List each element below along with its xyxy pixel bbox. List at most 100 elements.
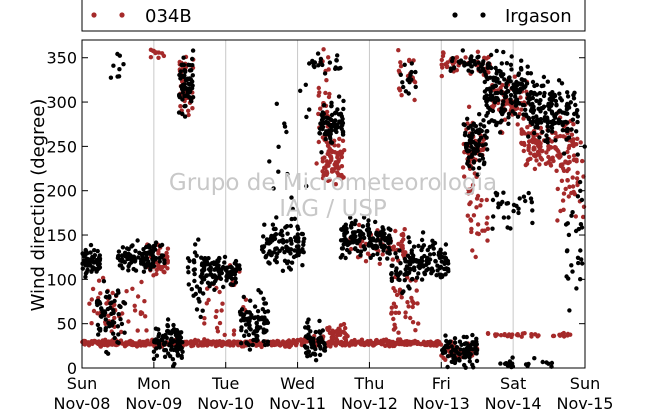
- point-irgason: [192, 271, 197, 277]
- point-irgason: [289, 195, 294, 200]
- point-irgason: [560, 122, 565, 128]
- point-irgason: [156, 327, 161, 332]
- point-irgason: [307, 107, 312, 112]
- point-irgason: [457, 358, 462, 363]
- point-irgason: [126, 268, 131, 273]
- point-irgason: [147, 249, 152, 255]
- point-irgason: [438, 264, 444, 270]
- point-irgason: [197, 289, 203, 294]
- point-irgason: [525, 71, 530, 76]
- point-irgason: [283, 225, 288, 230]
- point-irgason: [519, 58, 524, 63]
- point-034b: [416, 321, 421, 326]
- point-irgason: [329, 128, 334, 133]
- point-irgason: [310, 60, 315, 65]
- point-irgason: [471, 59, 476, 64]
- point-034b: [526, 147, 531, 153]
- point-irgason: [171, 322, 176, 328]
- point-irgason: [206, 256, 211, 261]
- point-irgason: [196, 296, 201, 302]
- point-irgason: [165, 324, 171, 329]
- point-irgason: [248, 298, 253, 303]
- point-irgason: [556, 119, 561, 124]
- point-034b: [89, 339, 95, 344]
- point-034b: [571, 157, 576, 163]
- point-irgason: [103, 328, 108, 333]
- point-irgason: [445, 364, 450, 370]
- point-irgason: [181, 55, 186, 60]
- point-irgason: [193, 291, 198, 297]
- point-034b: [132, 303, 137, 308]
- point-034b: [363, 259, 369, 264]
- point-irgason: [111, 308, 116, 313]
- point-034b: [337, 136, 342, 142]
- legend-irgason-label: Irgason: [505, 6, 572, 27]
- point-034b: [270, 340, 275, 345]
- point-irgason: [190, 56, 195, 62]
- point-irgason: [285, 171, 290, 177]
- point-irgason: [545, 117, 550, 122]
- point-irgason: [329, 140, 335, 145]
- point-034b: [418, 342, 424, 347]
- point-irgason: [91, 259, 96, 264]
- point-irgason: [261, 244, 267, 249]
- point-irgason: [97, 265, 103, 270]
- point-irgason: [516, 72, 521, 78]
- point-irgason: [112, 335, 117, 341]
- point-irgason: [534, 98, 539, 104]
- point-irgason: [528, 120, 533, 125]
- point-irgason: [576, 260, 581, 266]
- point-irgason: [476, 60, 481, 65]
- point-034b: [395, 337, 401, 342]
- point-irgason: [479, 128, 484, 134]
- point-034b: [424, 342, 430, 348]
- point-irgason: [165, 317, 171, 322]
- point-irgason: [466, 125, 471, 130]
- point-irgason: [102, 310, 108, 316]
- point-irgason: [313, 329, 318, 335]
- point-irgason: [506, 111, 512, 117]
- point-irgason: [530, 220, 535, 226]
- point-irgason: [119, 321, 125, 327]
- point-034b: [330, 328, 335, 333]
- point-irgason: [244, 329, 249, 334]
- point-034b: [519, 107, 524, 112]
- point-irgason: [180, 90, 186, 95]
- point-irgason: [493, 91, 498, 96]
- point-irgason: [366, 218, 371, 223]
- point-034b: [406, 304, 411, 309]
- point-034b: [96, 278, 102, 283]
- point-irgason: [322, 71, 328, 76]
- point-irgason: [184, 77, 189, 82]
- point-irgason: [182, 73, 187, 78]
- point-irgason: [339, 126, 344, 131]
- point-034b: [485, 238, 490, 243]
- point-irgason: [164, 335, 169, 341]
- legend-034b-marker-1: [91, 12, 97, 18]
- point-034b: [470, 248, 475, 253]
- point-irgason: [506, 115, 511, 120]
- point-irgason: [298, 88, 303, 94]
- x-tick-day-6: Sat: [500, 374, 526, 393]
- point-irgason: [129, 260, 134, 265]
- point-irgason: [83, 247, 88, 253]
- point-irgason: [442, 266, 447, 272]
- point-irgason: [128, 253, 133, 259]
- point-034b: [87, 301, 92, 306]
- point-irgason: [531, 91, 536, 97]
- point-irgason: [548, 124, 554, 130]
- point-irgason: [489, 65, 494, 71]
- point-034b: [220, 301, 225, 306]
- point-irgason: [212, 287, 217, 292]
- point-034b: [493, 332, 498, 337]
- data-points: [80, 47, 587, 370]
- point-irgason: [335, 53, 340, 58]
- point-irgason: [501, 215, 507, 220]
- point-034b: [374, 340, 380, 345]
- point-034b: [561, 207, 566, 212]
- point-034b: [130, 286, 135, 291]
- point-034b: [325, 171, 330, 176]
- point-034b: [340, 343, 345, 348]
- point-irgason: [225, 272, 230, 277]
- point-irgason: [474, 342, 479, 347]
